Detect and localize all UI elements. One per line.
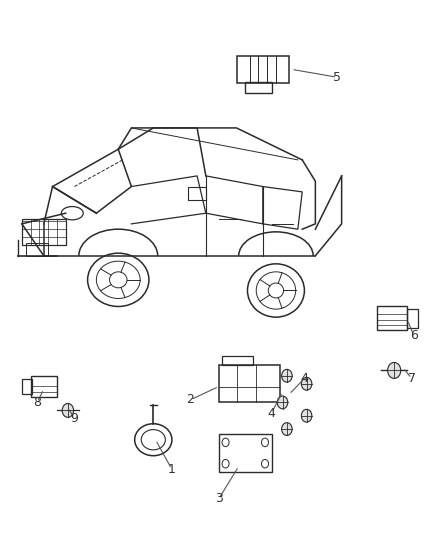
- Circle shape: [62, 403, 74, 417]
- Text: 5: 5: [333, 71, 341, 84]
- Circle shape: [282, 423, 292, 435]
- Text: 3: 3: [215, 492, 223, 505]
- Bar: [377, 306, 407, 330]
- Text: 1: 1: [168, 463, 176, 475]
- Circle shape: [282, 369, 292, 382]
- Bar: [237, 56, 289, 83]
- Text: 4: 4: [300, 372, 308, 385]
- Text: 4: 4: [268, 407, 276, 419]
- Bar: [188, 187, 206, 200]
- Bar: [407, 309, 418, 328]
- Text: 9: 9: [71, 412, 78, 425]
- Circle shape: [277, 396, 288, 409]
- Bar: [222, 356, 253, 365]
- Text: 8: 8: [33, 396, 41, 409]
- Circle shape: [388, 362, 401, 378]
- Bar: [219, 365, 280, 402]
- Bar: [22, 379, 32, 394]
- Bar: [31, 376, 57, 397]
- Bar: [26, 243, 48, 256]
- Circle shape: [301, 409, 312, 422]
- Text: 6: 6: [410, 329, 418, 342]
- Text: 2: 2: [187, 393, 194, 406]
- Bar: [245, 82, 272, 93]
- Text: 7: 7: [408, 372, 416, 385]
- Circle shape: [301, 377, 312, 390]
- Bar: [22, 219, 66, 245]
- Bar: [219, 434, 272, 472]
